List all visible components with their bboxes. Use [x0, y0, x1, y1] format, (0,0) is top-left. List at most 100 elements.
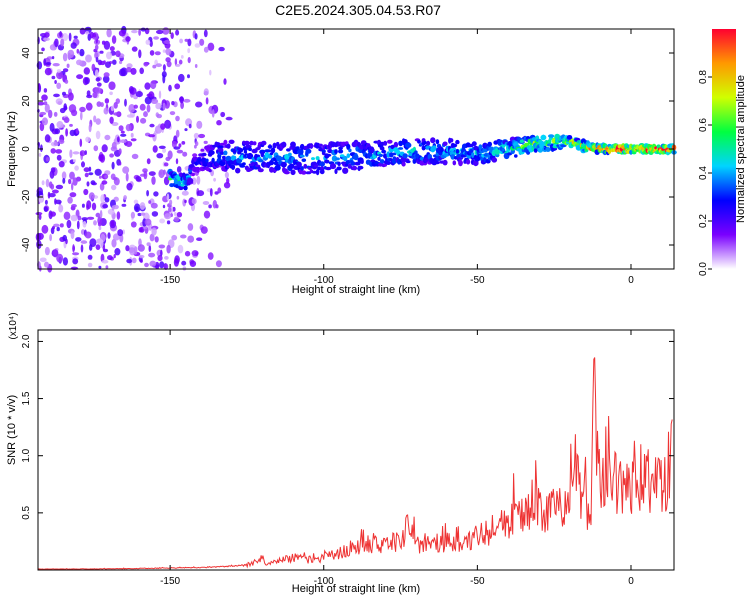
heatmap-cell	[99, 50, 104, 54]
snr-panel: -150 -100 -50 0 0.5 1.0 1.5 2.0 Height of stra…	[6, 312, 675, 595]
snr-series-line	[37, 357, 673, 570]
heatmap-cell	[386, 151, 391, 158]
heatmap-cell	[109, 46, 115, 52]
heatmap-cell	[193, 132, 199, 139]
heatmap-cell	[148, 245, 152, 252]
y-tick-label: 1.5	[21, 391, 32, 405]
heatmap-cell	[176, 211, 183, 218]
heatmap-cell	[211, 109, 215, 118]
heatmap-cell	[111, 205, 115, 211]
heatmap-cell	[303, 163, 308, 169]
heatmap-cell	[88, 166, 92, 172]
heatmap-cell	[63, 211, 71, 220]
heatmap-cell	[314, 164, 319, 168]
heatmap-cell	[68, 32, 72, 42]
heatmap-cell	[299, 154, 305, 158]
heatmap-cell	[164, 119, 172, 129]
heatmap-cell	[38, 152, 42, 157]
heatmap-cell	[69, 192, 77, 198]
heatmap-cell	[44, 103, 50, 113]
heatmap-cell	[103, 60, 106, 64]
heatmap-cell	[343, 155, 348, 162]
heatmap-cell	[133, 199, 139, 205]
colorbar-tick-label: 0.2	[698, 214, 709, 228]
heatmap-cell	[50, 148, 56, 154]
heatmap-cell	[149, 260, 157, 267]
heatmap-cell	[225, 155, 232, 162]
heatmap-cell	[183, 98, 191, 103]
heatmap-cell	[81, 203, 85, 208]
heatmap-cell	[53, 142, 59, 146]
heatmap-cell	[243, 150, 248, 154]
heatmap-cell	[68, 92, 74, 101]
heatmap-cell	[53, 111, 58, 117]
heatmap-cell	[334, 168, 338, 175]
heatmap-cell	[69, 149, 73, 158]
heatmap-cell	[434, 161, 440, 165]
heatmap-cell	[383, 153, 388, 159]
heatmap-cell	[432, 145, 437, 151]
heatmap-cell	[81, 161, 85, 168]
heatmap-cell	[224, 171, 229, 179]
heatmap-cell	[112, 59, 117, 65]
heatmap-cell	[162, 204, 166, 209]
heatmap-cell	[314, 142, 321, 149]
heatmap-cell	[414, 150, 418, 154]
heatmap-cell	[52, 62, 60, 67]
heatmap-cell	[72, 159, 77, 163]
heatmap-cell	[325, 166, 332, 171]
heatmap-cell	[43, 206, 49, 212]
heatmap-cell	[173, 146, 181, 150]
heatmap-cell	[179, 96, 184, 104]
heatmap-cell	[203, 29, 208, 38]
heatmap-cell	[125, 245, 130, 252]
heatmap-cell	[72, 244, 75, 253]
heatmap-cell	[194, 64, 198, 68]
heatmap-cell	[62, 234, 67, 242]
heatmap-cell	[162, 64, 166, 72]
heatmap-cell	[39, 257, 47, 263]
heatmap-cell	[205, 158, 209, 163]
heatmap-cell	[102, 248, 109, 253]
heatmap-cell	[196, 175, 201, 185]
heatmap-cell	[54, 38, 59, 48]
heatmap-cell	[70, 42, 77, 49]
heatmap-cell	[62, 68, 69, 73]
heatmap-cell	[136, 115, 139, 123]
x-tick-label: -150	[160, 576, 180, 587]
heatmap-cell	[338, 149, 344, 154]
heatmap-cell	[74, 165, 79, 171]
heatmap-cell	[76, 220, 80, 230]
heatmap-cell	[226, 177, 230, 184]
heatmap-cell	[152, 145, 158, 153]
heatmap-cell	[146, 104, 151, 113]
heatmap-cell	[135, 91, 143, 98]
heatmap-cell	[128, 104, 136, 113]
heatmap-cell	[398, 147, 404, 150]
heatmap-cell	[181, 260, 187, 266]
heatmap-cell	[398, 140, 403, 147]
heatmap-cell	[491, 157, 498, 163]
heatmap-cell	[248, 147, 252, 152]
heatmap-cell	[153, 191, 159, 197]
heatmap-cell	[566, 135, 573, 140]
heatmap-cell	[166, 220, 171, 225]
heatmap-cell	[377, 156, 381, 161]
heatmap-cell	[218, 46, 225, 52]
heatmap-cell	[48, 109, 53, 119]
heatmap-cell	[85, 102, 93, 111]
heatmap-cell	[547, 139, 552, 143]
heatmap-cell	[487, 141, 493, 147]
heatmap-cell	[191, 172, 195, 177]
heatmap-cell	[131, 153, 139, 160]
heatmap-cell	[111, 161, 115, 170]
heatmap-cell	[315, 156, 320, 161]
heatmap-cell	[122, 166, 130, 174]
snr-frame	[37, 329, 675, 571]
heatmap-cell	[389, 152, 394, 158]
x-tick-label: -50	[470, 576, 485, 587]
heatmap-cell	[101, 144, 108, 153]
heatmap-cell	[350, 161, 356, 166]
heatmap-cell	[209, 149, 214, 155]
